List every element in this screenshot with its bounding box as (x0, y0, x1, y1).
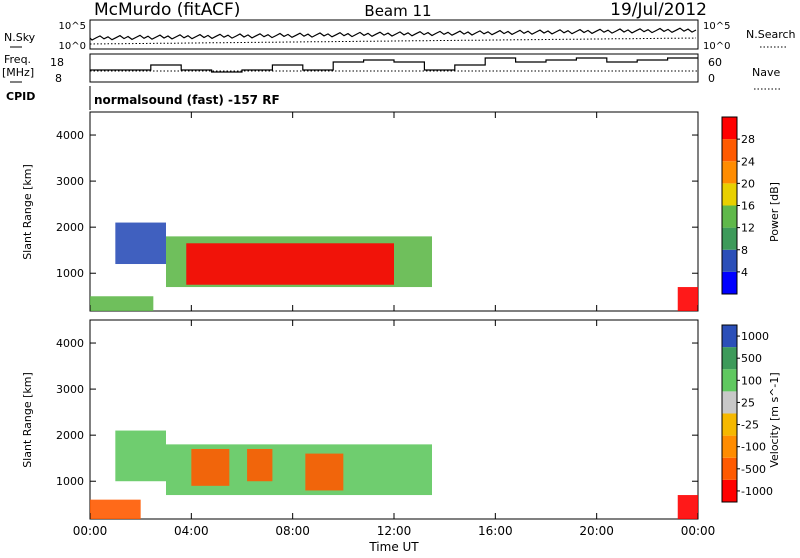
x-tick-label-3: 12:00 (377, 524, 412, 538)
power-region-2 (186, 243, 394, 285)
velocity-colorbar-seg-7 (722, 325, 737, 348)
power-colorbar-label-5: 8 (741, 244, 748, 257)
power-data (90, 222, 698, 311)
nsky-line (89, 27, 697, 41)
power-colorbar-seg-1 (722, 249, 737, 272)
velocity-colorbar-label-6: -500 (741, 463, 766, 476)
nave-tick-low: 0 (708, 72, 715, 85)
power-ylabel: Slant Range [km] (21, 164, 34, 260)
power-colorbar-seg-0 (722, 271, 737, 294)
velocity-colorbar-seg-2 (722, 435, 737, 458)
nsearch-tick-high: 10^5 (703, 21, 730, 32)
velocity-colorbar-seg-3 (722, 413, 737, 436)
power-ytick-label-0: 4000 (56, 129, 84, 142)
nsky-panel (89, 19, 699, 50)
nave-tick-high: 60 (708, 56, 722, 69)
nsky-tick-high: 10^5 (59, 21, 86, 32)
velocity-region-4 (305, 453, 344, 491)
freq-trace (90, 57, 698, 73)
nave-label: Nave (752, 66, 780, 79)
power-region-0 (115, 222, 166, 265)
x-tick-label-2: 08:00 (275, 524, 310, 538)
power-region-3 (90, 296, 154, 311)
velocity-ytick-label-1: 3000 (56, 383, 84, 396)
beam-title: Beam 11 (364, 2, 431, 20)
velocity-colorbar-label-0: 1000 (741, 330, 769, 343)
nsky-label: N.Sky (4, 31, 36, 44)
x-axis-ticks: 00:00 04:00 08:00 12:00 16:00 20:00 00:00 (73, 112, 716, 538)
freq-label-1: Freq. (4, 53, 31, 66)
velocity-ytick-label-0: 4000 (56, 337, 84, 350)
velocity-colorbar-label-2: 100 (741, 374, 762, 387)
power-colorbar-label-0: 28 (741, 133, 755, 146)
freq-label-2: [MHz] (2, 66, 34, 79)
power-colorbar: 28 24 20 16 12 8 4 (721, 116, 755, 295)
freq-panel (89, 53, 699, 83)
velocity-colorbar-label: Velocity [m s^-1] (768, 372, 781, 467)
date-title: 19/Jul/2012 (610, 0, 707, 20)
station-title: McMurdo (fitACF) (94, 0, 240, 20)
power-ytick-label-1: 3000 (56, 175, 84, 188)
freq-line (90, 57, 698, 73)
x-tick-label-4: 16:00 (478, 524, 513, 538)
velocity-colorbar-seg-1 (722, 457, 737, 480)
velocity-region-5 (90, 499, 141, 519)
x-tick-label-0: 00:00 (73, 524, 108, 538)
power-colorbar-label-2: 20 (741, 177, 755, 190)
power-colorbar-label-1: 24 (741, 155, 755, 168)
velocity-colorbar-label-1: 500 (741, 352, 762, 365)
x-tick-label-5: 20:00 (579, 524, 614, 538)
x-tick-label-6: 00:00 (681, 524, 716, 538)
velocity-data (90, 430, 698, 519)
nsearch-tick-low: 10^0 (703, 41, 730, 52)
power-colorbar-label-6: 4 (741, 266, 748, 279)
power-colorbar-seg-3 (722, 205, 737, 228)
velocity-region-6 (677, 495, 698, 519)
power-colorbar-seg-2 (722, 227, 737, 250)
x-tick-label-1: 04:00 (174, 524, 209, 538)
power-colorbar-label-4: 12 (741, 222, 755, 235)
velocity-colorbar-seg-5 (722, 369, 737, 392)
power-colorbar-seg-4 (722, 183, 737, 206)
nsearch-label: N.Search (746, 28, 796, 41)
velocity-colorbar-label-3: 25 (741, 396, 755, 409)
velocity-colorbar-seg-4 (722, 391, 737, 414)
velocity-colorbar: 1000 500 100 25 -25 -100 -500 -1000 (721, 324, 773, 503)
velocity-colorbar-seg-6 (722, 347, 737, 370)
power-colorbar-label-3: 16 (741, 200, 755, 213)
power-ytick-label-3: 1000 (56, 267, 84, 280)
power-colorbar-seg-6 (722, 139, 737, 162)
freq-tick-high: 18 (50, 56, 64, 69)
nsky-trace (89, 27, 697, 45)
x-axis-label: Time UT (368, 540, 419, 554)
velocity-ylabel: Slant Range [km] (21, 372, 34, 468)
velocity-ytick-label-3: 1000 (56, 475, 84, 488)
nsearch-line (90, 37, 697, 45)
power-ytick-label-2: 2000 (56, 221, 84, 234)
power-colorbar-seg-7 (722, 117, 737, 140)
cpid-text: normalsound (fast) -157 RF (94, 93, 280, 107)
velocity-yticks: 4000 3000 2000 1000 (56, 337, 698, 488)
velocity-region-2 (191, 448, 230, 486)
freq-tick-low: 8 (55, 72, 62, 85)
velocity-colorbar-label-4: -25 (741, 419, 759, 432)
velocity-colorbar-seg-0 (722, 479, 737, 502)
velocity-region-0 (115, 430, 166, 482)
nsky-tick-low: 10^0 (59, 41, 86, 52)
velocity-colorbar-frame (721, 324, 738, 503)
power-region-4 (677, 287, 698, 311)
cpid-label: CPID (6, 90, 35, 103)
velocity-region-3 (247, 448, 273, 482)
velocity-colorbar-label-7: -1000 (741, 485, 773, 498)
power-colorbar-label: Power [dB] (768, 182, 781, 242)
velocity-ytick-label-2: 2000 (56, 429, 84, 442)
power-yticks: 4000 3000 2000 1000 (56, 129, 698, 280)
velocity-colorbar-label-5: -100 (741, 441, 766, 454)
power-colorbar-seg-5 (722, 161, 737, 184)
